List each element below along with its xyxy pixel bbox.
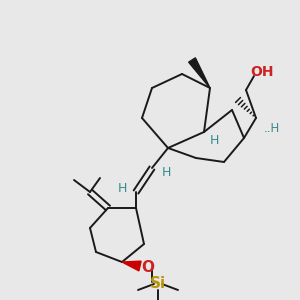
Text: O: O [142,260,154,275]
Text: ..H: ..H [264,122,280,134]
Text: H: H [209,134,219,146]
Polygon shape [189,58,210,88]
Text: Si: Si [150,277,166,292]
Text: H: H [117,182,127,194]
Text: H: H [161,166,171,178]
Polygon shape [122,261,141,271]
Text: OH: OH [250,65,274,79]
